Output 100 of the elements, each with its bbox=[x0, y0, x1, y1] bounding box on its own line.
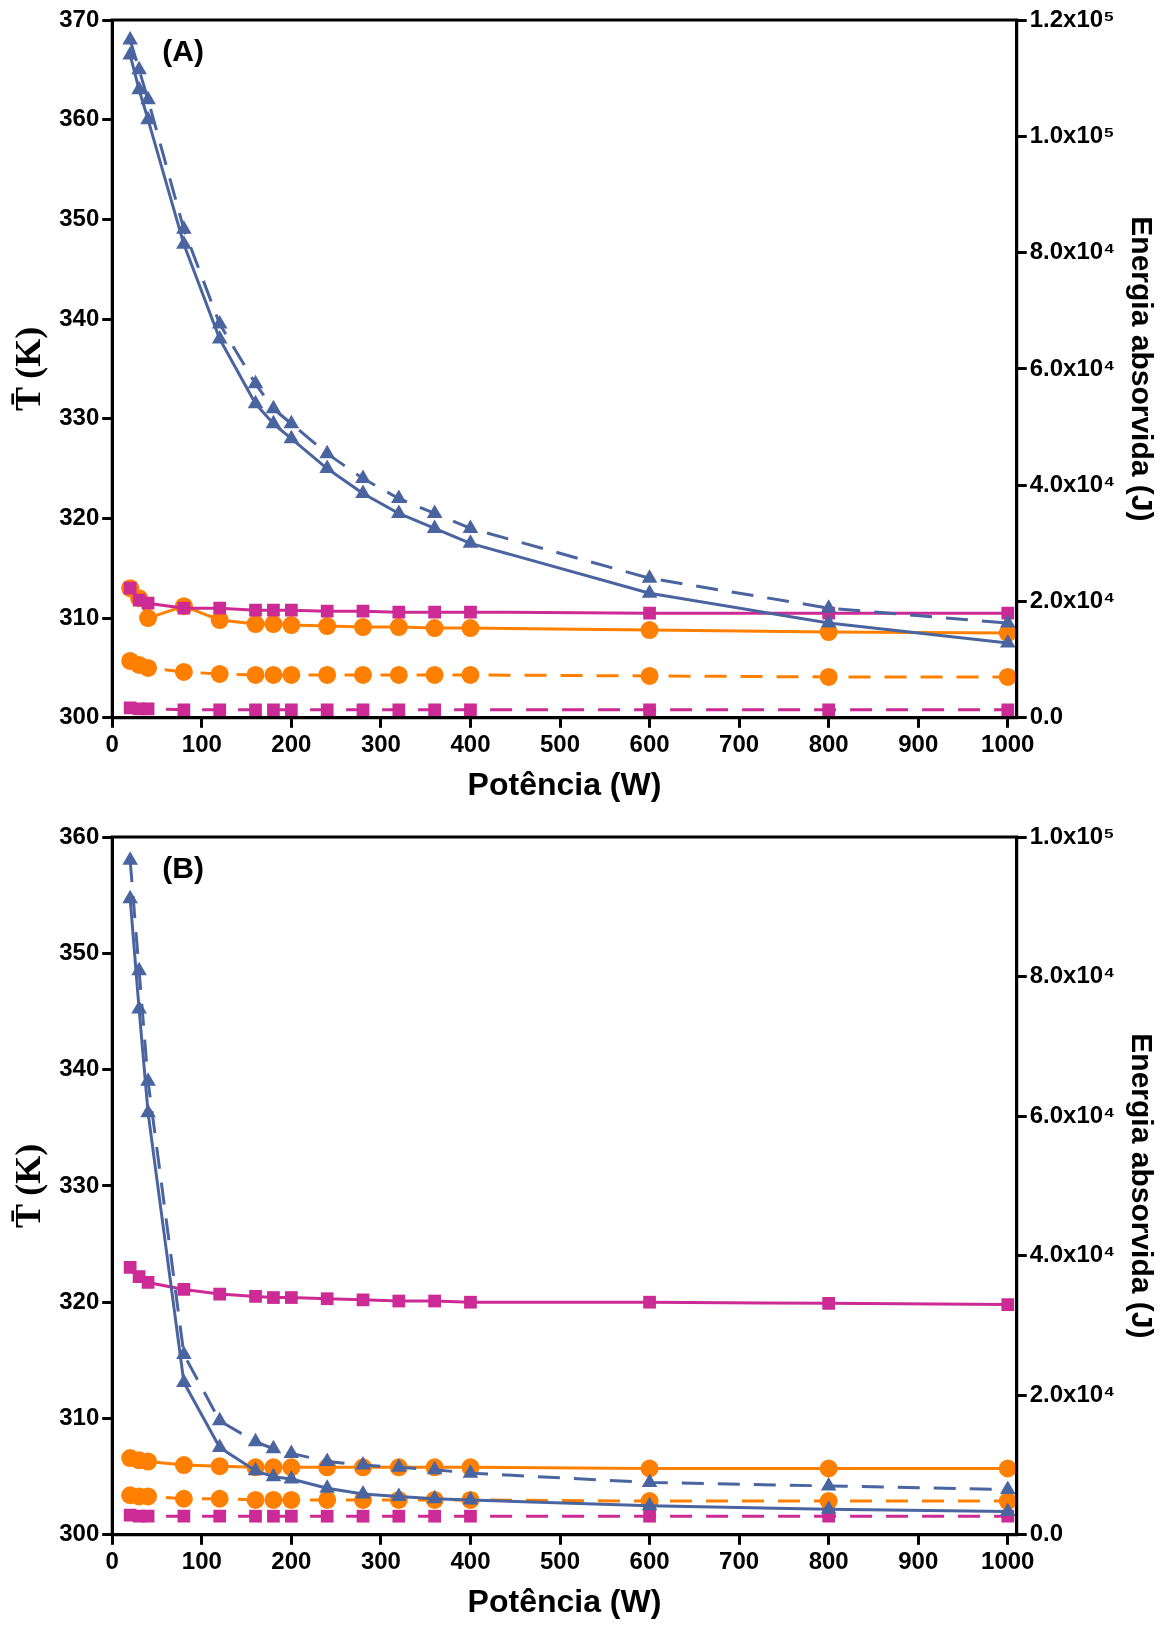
y2-axis-title: Energia absorvida (J) bbox=[1125, 216, 1159, 522]
point bbox=[820, 1500, 837, 1514]
point bbox=[428, 605, 441, 619]
point bbox=[283, 1469, 300, 1484]
point bbox=[391, 489, 407, 503]
point bbox=[318, 617, 337, 636]
point bbox=[641, 1473, 658, 1487]
x-tick-label: 200 bbox=[271, 1546, 312, 1574]
point bbox=[462, 519, 479, 533]
x-tick-label: 100 bbox=[181, 1546, 222, 1574]
point bbox=[284, 703, 298, 717]
y-tick-label: 340 bbox=[59, 303, 100, 331]
y2-tick-label: 1.0x10⁵ bbox=[1029, 120, 1115, 148]
point bbox=[319, 1452, 335, 1467]
annotation: (A) bbox=[162, 34, 204, 68]
point bbox=[122, 30, 138, 45]
point bbox=[247, 394, 264, 409]
x-tick-label: 500 bbox=[539, 729, 581, 757]
y-axis-title: T̄ (K) bbox=[7, 1143, 48, 1229]
point bbox=[819, 1459, 838, 1478]
x-axis-title: Potência (W) bbox=[467, 1582, 662, 1619]
point bbox=[122, 851, 138, 865]
annotation: (B) bbox=[162, 851, 204, 885]
point bbox=[462, 1464, 479, 1478]
point bbox=[176, 235, 192, 249]
point bbox=[141, 1276, 155, 1289]
point bbox=[141, 1509, 155, 1523]
point bbox=[249, 603, 262, 617]
point bbox=[428, 703, 441, 717]
x-tick-label: 1000 bbox=[981, 1546, 1035, 1574]
point bbox=[318, 1490, 337, 1509]
x-tick-label: 800 bbox=[808, 729, 849, 757]
point bbox=[641, 1496, 658, 1511]
y-tick-label: 310 bbox=[59, 1403, 100, 1431]
point bbox=[320, 1292, 334, 1306]
point bbox=[462, 534, 479, 548]
point bbox=[246, 1490, 265, 1509]
point bbox=[1001, 1298, 1015, 1311]
point bbox=[283, 414, 300, 429]
point bbox=[177, 1283, 191, 1296]
y2-axis-title: Energia absorvida (J) bbox=[1125, 1033, 1159, 1339]
x-tick-label: 900 bbox=[898, 1546, 939, 1574]
point bbox=[283, 429, 300, 444]
point bbox=[355, 469, 371, 484]
x-tick-label: 700 bbox=[719, 1546, 760, 1574]
point bbox=[461, 619, 480, 638]
point bbox=[389, 665, 408, 684]
point bbox=[820, 614, 837, 628]
point bbox=[426, 519, 443, 533]
x-tick-label: 500 bbox=[539, 1546, 581, 1574]
x-tick-label: 900 bbox=[898, 729, 939, 757]
point bbox=[464, 1509, 477, 1523]
point bbox=[426, 504, 443, 518]
point bbox=[356, 1509, 370, 1523]
point bbox=[139, 609, 158, 628]
point bbox=[265, 414, 282, 429]
point bbox=[211, 329, 228, 344]
x-tick-label: 1000 bbox=[981, 729, 1035, 757]
point bbox=[283, 1444, 300, 1458]
point bbox=[643, 703, 656, 717]
point bbox=[641, 569, 658, 583]
point bbox=[320, 1509, 334, 1523]
point bbox=[139, 658, 158, 677]
point bbox=[249, 1509, 262, 1523]
point bbox=[140, 110, 156, 125]
point bbox=[213, 703, 227, 717]
point bbox=[174, 1456, 193, 1475]
point bbox=[428, 1294, 441, 1308]
y-tick-label: 300 bbox=[59, 702, 100, 730]
point bbox=[643, 606, 656, 620]
point bbox=[267, 603, 280, 617]
y2-tick-label: 0.0 bbox=[1029, 1519, 1064, 1547]
x-tick-label: 0 bbox=[105, 1546, 119, 1574]
point bbox=[353, 665, 372, 684]
point bbox=[356, 703, 370, 717]
point bbox=[820, 1476, 837, 1491]
point bbox=[425, 619, 444, 638]
y-tick-label: 370 bbox=[59, 4, 100, 32]
point bbox=[320, 703, 334, 717]
y-tick-label: 350 bbox=[59, 204, 100, 231]
point bbox=[391, 1487, 407, 1501]
point bbox=[131, 1000, 147, 1014]
point bbox=[353, 618, 372, 637]
y2-tick-label: 2.0x10⁴ bbox=[1029, 1379, 1115, 1407]
point bbox=[264, 665, 283, 684]
point bbox=[177, 703, 191, 717]
point bbox=[355, 1456, 371, 1470]
point bbox=[174, 662, 193, 681]
point bbox=[249, 1290, 262, 1303]
point bbox=[391, 504, 407, 518]
point bbox=[177, 1509, 191, 1523]
point bbox=[210, 1457, 229, 1476]
y-tick-label: 360 bbox=[59, 821, 100, 849]
y-tick-label: 320 bbox=[59, 503, 100, 531]
point bbox=[284, 1291, 298, 1304]
point bbox=[391, 1458, 407, 1472]
point bbox=[210, 1489, 229, 1508]
point bbox=[389, 618, 408, 637]
point bbox=[356, 604, 370, 618]
point bbox=[461, 665, 480, 684]
